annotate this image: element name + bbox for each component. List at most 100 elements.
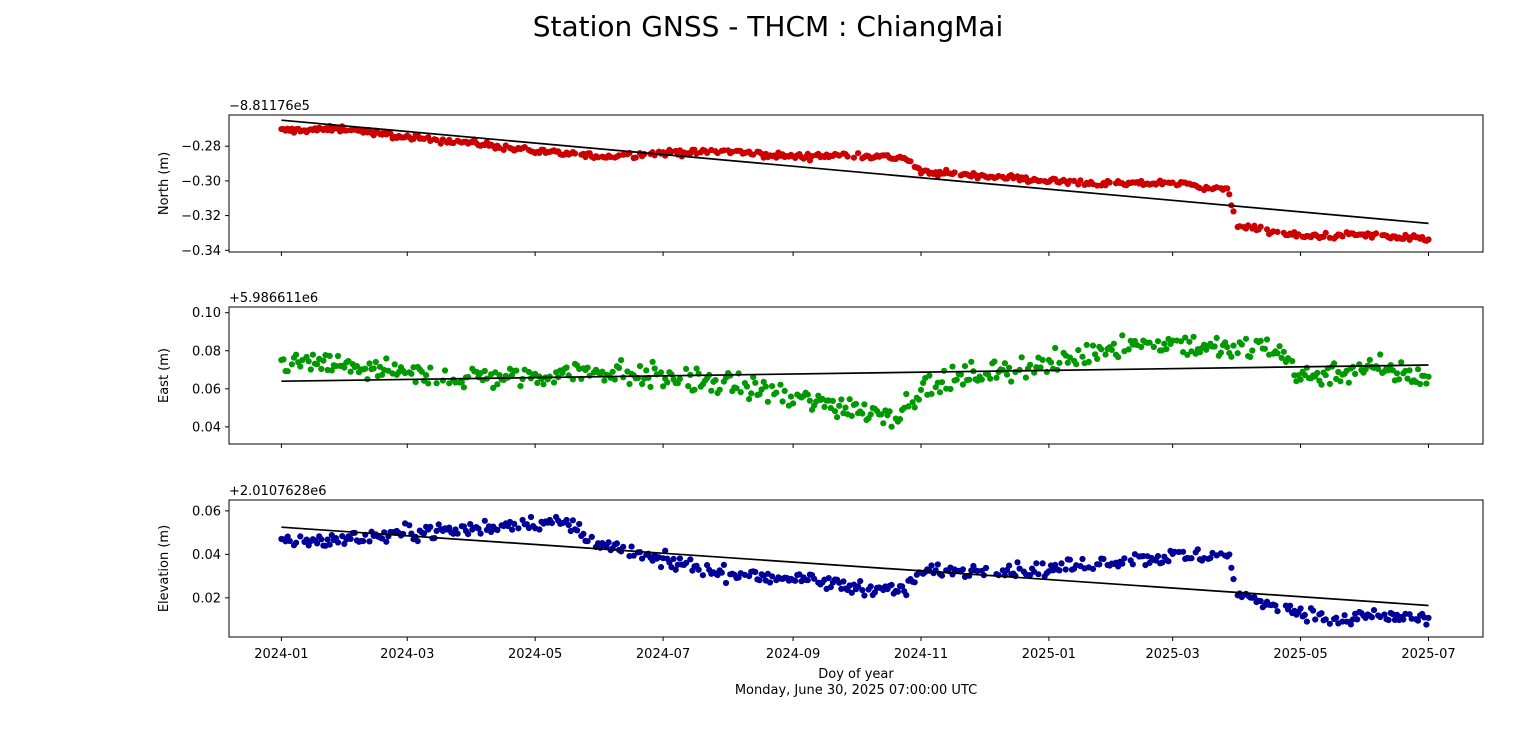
east-point	[1217, 349, 1224, 356]
elevation-y-tick-label: 0.04	[192, 548, 221, 563]
east-point	[427, 364, 434, 371]
east-point	[903, 390, 910, 398]
east-point	[1261, 345, 1268, 352]
north-point	[1224, 185, 1231, 192]
elevation-point	[366, 538, 373, 545]
elevation-point	[1238, 594, 1245, 601]
elevation-point	[752, 568, 759, 576]
elevation-points	[278, 513, 1432, 628]
north-y-tick-label: −0.28	[181, 140, 221, 155]
east-point	[305, 358, 312, 365]
east-point	[1018, 354, 1025, 361]
north-point	[1263, 226, 1271, 233]
east-point	[779, 398, 786, 405]
east-point	[993, 374, 1000, 381]
east-point	[1016, 366, 1023, 373]
east-point	[1079, 353, 1086, 360]
east-point	[1064, 359, 1071, 366]
elevation-point	[1370, 607, 1378, 614]
east-point	[829, 397, 837, 404]
elevation-point	[1251, 594, 1258, 601]
east-point	[1345, 379, 1352, 386]
elevation-point	[756, 577, 763, 584]
east-point	[1276, 343, 1283, 350]
elevation-point	[1228, 564, 1235, 571]
x-tick-label: 2025-01	[1022, 647, 1076, 662]
elevation-point	[475, 525, 482, 532]
elevation-point	[511, 520, 518, 528]
elevation-point	[297, 533, 304, 540]
east-y-tick-label: 0.10	[192, 306, 221, 321]
elevation-point	[903, 592, 910, 599]
east-point	[664, 379, 671, 386]
elevation-point	[326, 541, 333, 548]
east-point	[446, 380, 453, 387]
east-point	[1423, 380, 1430, 387]
elevation-point	[934, 561, 941, 568]
north-point	[1226, 191, 1233, 198]
east-point	[917, 386, 925, 393]
east-point	[1396, 376, 1403, 383]
elevation-point	[938, 572, 946, 579]
east-point	[1110, 340, 1117, 347]
north-point	[1425, 236, 1432, 243]
east-point	[280, 356, 287, 363]
east-point	[978, 376, 985, 383]
east-point	[1006, 364, 1013, 371]
elevation-point	[286, 537, 293, 545]
east-point	[1003, 371, 1011, 378]
elevation-point	[1066, 556, 1073, 563]
x-tick-label: 2024-09	[766, 647, 820, 662]
elevation-point	[314, 540, 321, 547]
elevation-point	[911, 579, 918, 586]
elevation-point	[1385, 616, 1392, 624]
east-point	[1213, 334, 1220, 341]
east-point	[657, 369, 665, 376]
elevation-point	[465, 531, 472, 538]
north-point	[1322, 229, 1329, 236]
east-point	[519, 375, 526, 383]
elevation-point	[1079, 555, 1086, 563]
elevation-axes-frame	[228, 499, 1484, 638]
elevation-point	[959, 566, 967, 573]
east-point	[423, 372, 430, 379]
elevation-y-tick-label: 0.06	[192, 504, 221, 519]
north-point	[387, 130, 394, 137]
elevation-point	[1062, 566, 1069, 573]
elevation-point	[536, 526, 543, 533]
east-point	[676, 375, 684, 382]
east-point	[1075, 347, 1082, 354]
elevation-point	[928, 562, 935, 569]
elevation-point	[666, 559, 673, 566]
east-point	[911, 404, 918, 411]
east-point	[683, 365, 690, 372]
east-point	[685, 383, 692, 390]
east-point	[1352, 370, 1359, 377]
east-point	[1027, 361, 1034, 368]
east-point	[563, 364, 570, 371]
elevation-point	[1423, 621, 1430, 628]
elevation-point	[861, 592, 868, 599]
east-point	[601, 377, 608, 384]
east-point	[370, 365, 377, 372]
east-point	[620, 374, 627, 381]
east-point	[861, 401, 868, 408]
east-point	[408, 370, 415, 377]
elevation-point	[569, 517, 577, 524]
east-point	[1375, 365, 1382, 373]
x-tick-label: 2024-05	[508, 647, 562, 662]
north-y-tick-label: −0.30	[181, 174, 221, 189]
elevation-point	[855, 583, 862, 590]
east-point	[880, 420, 887, 427]
east-y-tick-label: 0.08	[192, 344, 221, 359]
north-point	[855, 150, 862, 157]
elevation-point	[1322, 616, 1329, 623]
east-point	[651, 365, 658, 372]
north-point	[1077, 177, 1084, 184]
elevation-point	[766, 579, 774, 586]
north-points	[278, 122, 1432, 244]
elevation-y-axis-label: Elevation (m)	[157, 525, 172, 612]
north-y-tick-label: −0.32	[181, 209, 221, 224]
east-point	[517, 383, 524, 390]
elevation-point	[1368, 614, 1375, 621]
